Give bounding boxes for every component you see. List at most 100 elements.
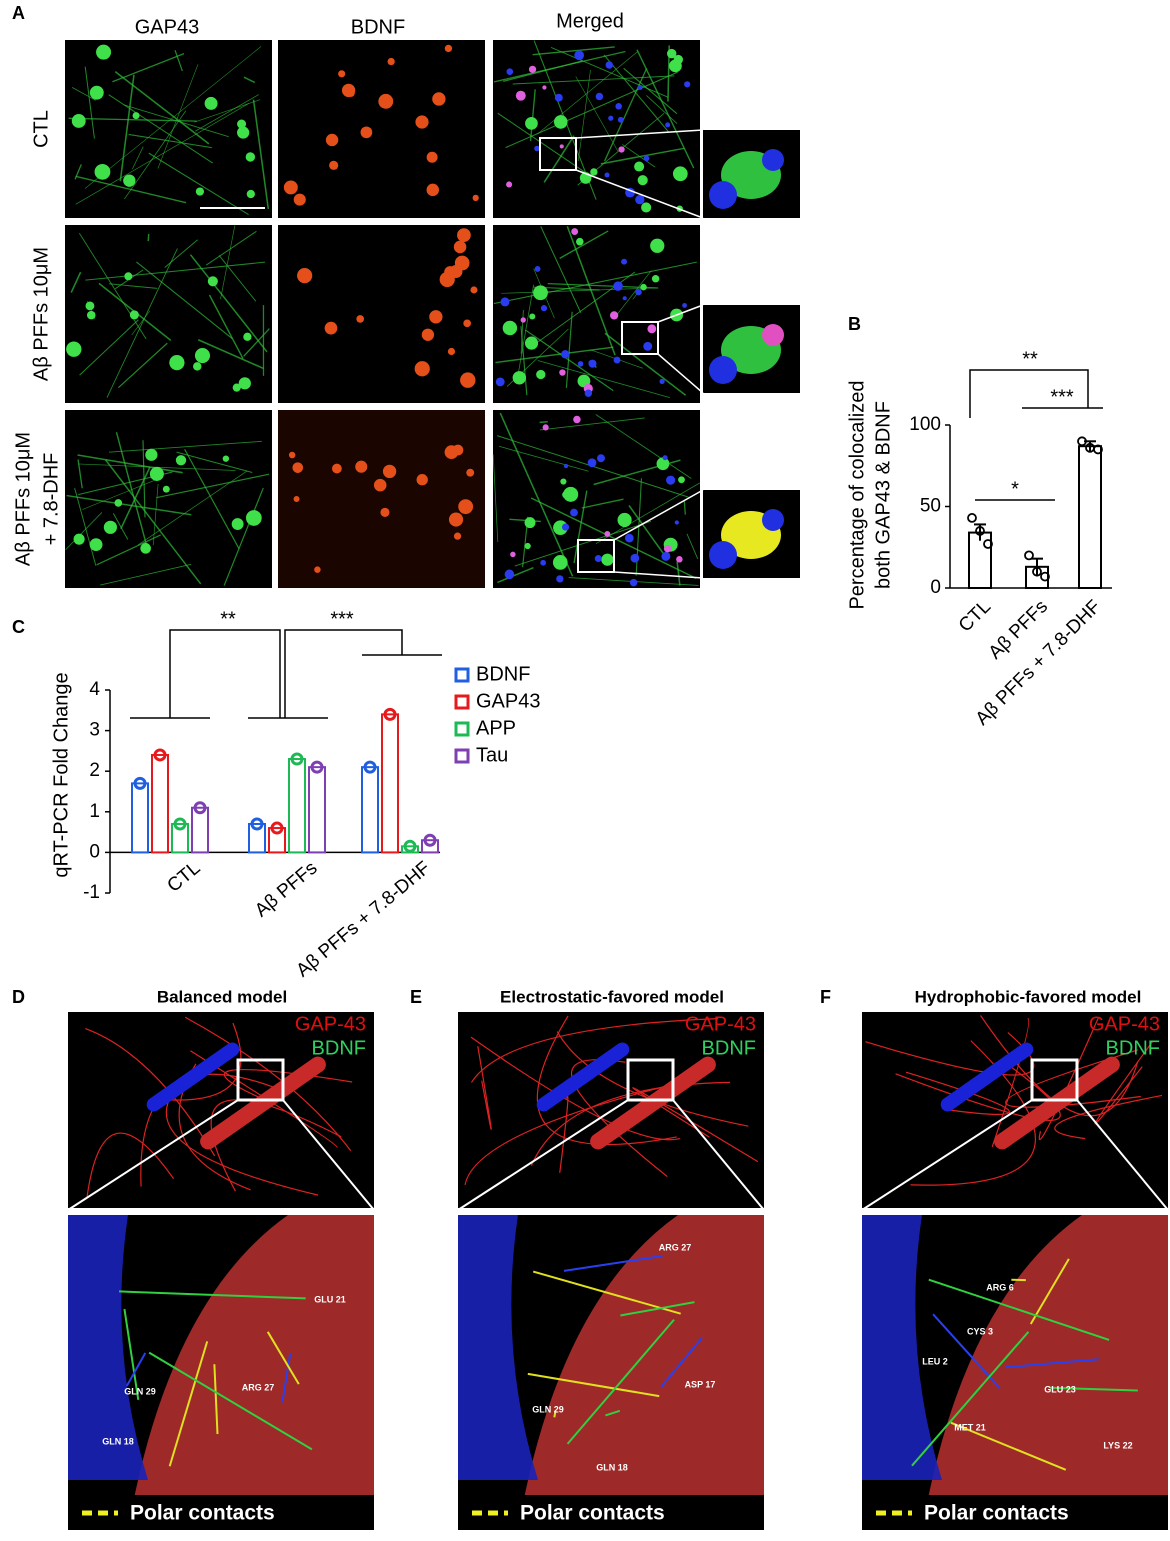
- neurite: [497, 566, 534, 584]
- nucleus: [563, 463, 569, 469]
- nucleus: [562, 523, 570, 531]
- neurite: [104, 459, 202, 585]
- cell-body: [132, 112, 140, 120]
- cell-body: [246, 189, 255, 199]
- micrograph: [493, 225, 700, 403]
- neurite: [529, 89, 536, 141]
- neurite: [498, 445, 589, 472]
- legend-label: GAP43: [476, 690, 540, 712]
- residue-label: MET 21: [954, 1422, 986, 1432]
- nucleus: [621, 258, 628, 265]
- coil: [632, 1087, 759, 1163]
- neurite: [157, 64, 199, 169]
- significance-label: **: [220, 608, 236, 630]
- y-axis-label: qRT-PCR Fold Change: [50, 672, 72, 877]
- legend-swatch: [454, 721, 470, 737]
- residue-label: ARG 27: [659, 1242, 692, 1252]
- bar: [308, 766, 326, 854]
- neurite: [493, 261, 697, 305]
- neurite: [148, 152, 249, 216]
- y-tick-label: 4: [89, 679, 100, 700]
- neurite: [537, 51, 638, 135]
- residue-label: CYS 3: [967, 1326, 993, 1336]
- nucleus: [682, 302, 687, 308]
- cell-body: [89, 85, 104, 100]
- neurite: [79, 319, 139, 376]
- coil: [1038, 1016, 1100, 1141]
- neurite: [676, 561, 681, 586]
- side-chain: [148, 1351, 313, 1451]
- legend-gap43: GAP-43: [1089, 1013, 1160, 1035]
- nucleus: [622, 296, 627, 301]
- row-label: + 7.8-DHF: [40, 453, 62, 546]
- neurite: [600, 147, 685, 165]
- panel-letter: B: [848, 314, 861, 334]
- helix: [146, 1042, 240, 1112]
- nucleus: [635, 195, 645, 205]
- neurite: [75, 103, 249, 205]
- side-chain: [281, 1353, 292, 1403]
- bar: [268, 827, 286, 854]
- bar-top-marker: [310, 760, 324, 774]
- cell-body: [634, 161, 645, 172]
- neurite: [622, 144, 656, 168]
- neurite: [581, 498, 624, 509]
- neurite: [136, 261, 233, 340]
- residue-label: GLN 29: [124, 1386, 156, 1396]
- residue-label: ARG 6: [986, 1282, 1014, 1292]
- nucleus: [561, 350, 570, 359]
- cell-body: [123, 174, 136, 187]
- side-chain: [553, 1410, 557, 1418]
- nucleus: [665, 122, 671, 128]
- column-label: BDNF: [351, 16, 405, 38]
- neurite: [497, 112, 586, 173]
- neurite: [137, 470, 248, 546]
- nucleus: [573, 415, 581, 424]
- cell-body: [145, 448, 158, 461]
- zoom-line: [657, 304, 704, 323]
- legend-label: Tau: [476, 744, 508, 766]
- y-tick-label: 1: [89, 801, 100, 822]
- nucleus: [515, 90, 526, 101]
- neurite: [595, 414, 692, 479]
- neurite: [218, 255, 257, 302]
- cell-body: [283, 180, 298, 195]
- nucleus: [643, 155, 650, 162]
- cell-body: [640, 283, 647, 291]
- cell-body: [378, 93, 394, 109]
- side-chain: [168, 1341, 209, 1467]
- coil: [464, 1083, 674, 1185]
- nucleus: [604, 530, 611, 537]
- neurite: [683, 501, 686, 515]
- cell-body: [590, 168, 598, 176]
- zoom-line: [575, 129, 704, 139]
- neurite: [495, 346, 614, 364]
- legend-contacts: Polar contacts: [520, 1502, 665, 1525]
- cell-body: [525, 116, 538, 130]
- coil: [536, 1015, 677, 1145]
- data-point: [1077, 436, 1087, 447]
- cell-body: [601, 553, 614, 566]
- cell-body: [421, 328, 435, 341]
- decor: [65, 40, 1169, 1530]
- cell-body: [103, 520, 118, 534]
- nucleus: [597, 454, 605, 463]
- cell-body: [656, 457, 670, 471]
- cell-body: [470, 286, 478, 294]
- helix: [994, 1056, 1120, 1150]
- cell-body: [637, 175, 648, 186]
- coil: [470, 1018, 719, 1083]
- side-chain: [563, 1255, 663, 1272]
- bar-top-marker: [290, 752, 304, 766]
- cell-body: [114, 499, 123, 507]
- nucleus: [610, 311, 619, 320]
- neurite: [525, 329, 614, 392]
- bar-top-marker: [153, 748, 167, 762]
- cell-body: [458, 499, 474, 515]
- legend-swatch: [454, 694, 470, 710]
- cell-body: [416, 474, 428, 486]
- legend-label: APP: [476, 717, 516, 739]
- bar: [248, 822, 266, 854]
- neurite: [142, 440, 146, 518]
- neurite: [152, 483, 159, 546]
